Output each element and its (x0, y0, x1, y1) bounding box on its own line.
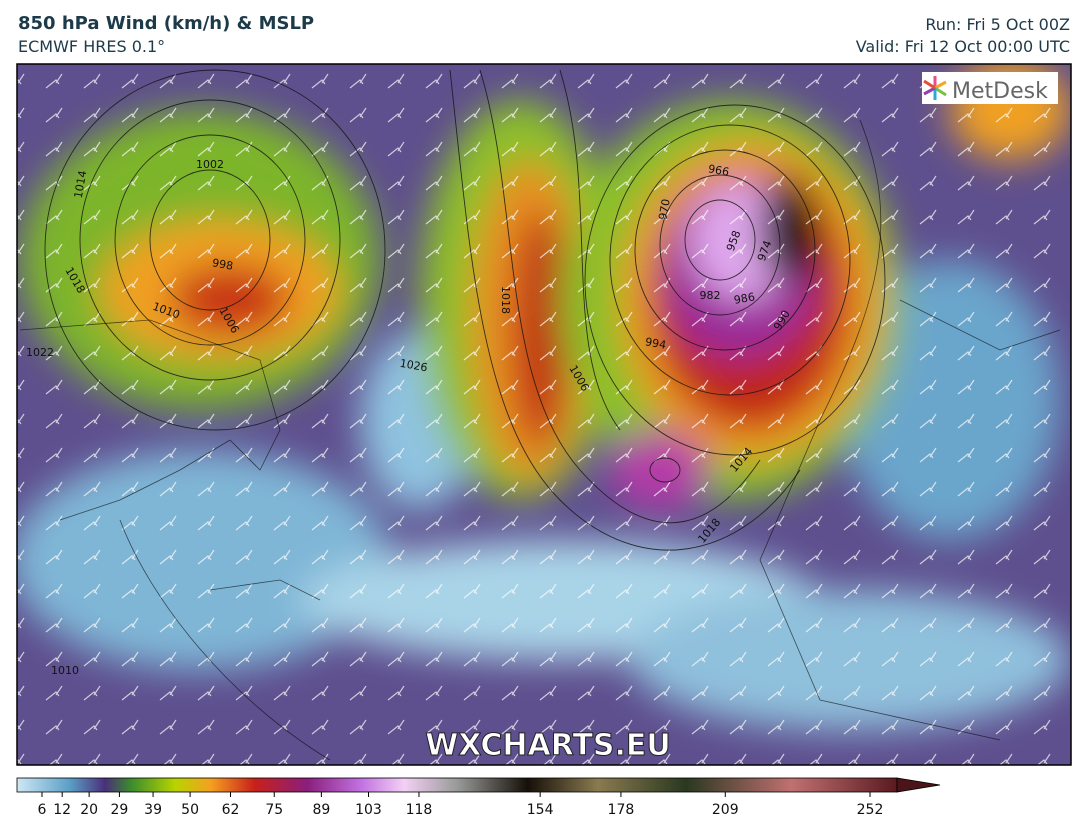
isobar-label: 998 (211, 256, 234, 272)
map-frame (16, 63, 1072, 766)
colorbar-tick-label: 20 (80, 802, 98, 818)
colorbar-tick-label: 103 (355, 802, 382, 818)
colorbar-tick-label: 118 (406, 802, 433, 818)
isobar-label: 1002 (196, 158, 224, 171)
colorbar-tick-label: 75 (265, 802, 283, 818)
colorbar-tick-label: 12 (53, 802, 71, 818)
isobar-label: 966 (707, 162, 730, 178)
logo-box (922, 72, 1058, 104)
isobar-label: 1014 (72, 169, 90, 199)
model: ECMWF HRES 0.1° (18, 37, 166, 56)
valid: Valid: Fri 12 Oct 00:00 UTC (855, 37, 1070, 56)
isobar-label: 1010 (51, 664, 79, 677)
watermark: WXCHARTS.EU (425, 728, 671, 763)
colorbar-arrow (896, 777, 941, 793)
isobar-label: 982 (700, 289, 721, 302)
colorbar-tick-label: 50 (181, 802, 199, 818)
colorbar-tick-label: 39 (144, 802, 162, 818)
colorbar-tick-label: 6 (38, 802, 47, 818)
colorbar-tick-label: 62 (222, 802, 240, 818)
title: 850 hPa Wind (km/h) & MSLP (18, 13, 315, 34)
colorbar (16, 777, 898, 793)
logo-text: MetDesk (952, 79, 1048, 104)
isobar-label: 1022 (26, 346, 54, 359)
isobar-label: 970 (656, 198, 672, 221)
colorbar-tick-label: 29 (111, 802, 129, 818)
isobar-label: 994 (644, 335, 667, 351)
map-field (17, 64, 1071, 765)
run: Run: Fri 5 Oct 00Z (925, 15, 1070, 34)
colorbar-tick-label: 209 (712, 802, 739, 818)
colorbar-tick-label: 89 (312, 802, 330, 818)
isobar-label: 1026 (399, 357, 429, 375)
colorbar-tick-label: 178 (608, 802, 635, 818)
isobar-label: 986 (733, 290, 756, 306)
logo-icon (923, 76, 947, 100)
colorbar-tick-label: 154 (527, 802, 554, 818)
colorbar-tick-label: 252 (857, 802, 884, 818)
isobar-label: 1018 (499, 286, 512, 314)
